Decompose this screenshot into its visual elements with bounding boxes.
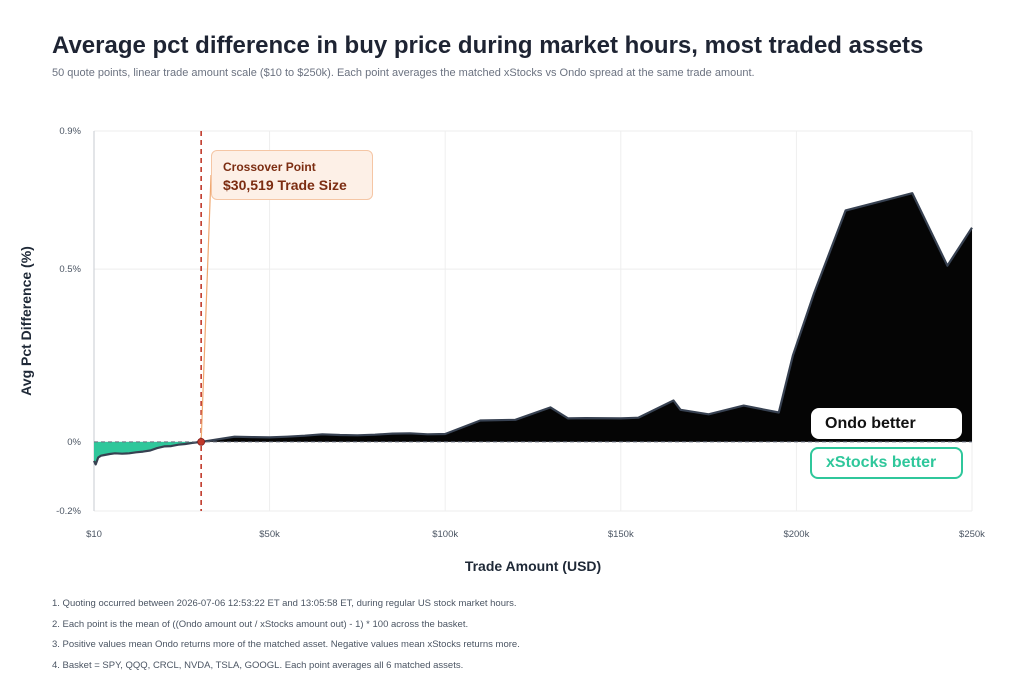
x-tick-label: $50k (259, 529, 280, 540)
footnotes: 1. Quoting occurred between 2026-07-06 1… (52, 597, 520, 679)
footnote-2: 2. Each point is the mean of ((Ondo amou… (52, 618, 469, 630)
crossover-callout-title: Crossover Point (223, 160, 316, 174)
chart-title: Average pct difference in buy price duri… (52, 32, 924, 59)
crossover-callout-value: $30,519 Trade Size (223, 177, 347, 193)
y-tick-label: 0.5% (59, 264, 81, 275)
series-line (93, 192, 973, 466)
y-tick-label: 0% (67, 437, 81, 448)
grid (93, 130, 973, 512)
crossover-callout: Crossover Point $30,519 Trade Size (211, 150, 373, 200)
y-tick-label: -0.2% (56, 506, 81, 517)
xstocks-better-label: xStocks better (810, 447, 963, 479)
footnote-4: 4. Basket = SPY, QQQ, CRCL, NVDA, TSLA, … (52, 659, 464, 671)
crossover-marker (197, 438, 206, 446)
ondo-better-area (94, 193, 972, 442)
y-tick-label: 0.9% (59, 126, 81, 137)
x-tick-label: $200k (783, 529, 809, 540)
chart-svg: -0.2% 0% 0.5% 0.9% $10 $50k $100k $150k $200k $25… (18, 126, 985, 574)
footnote-3: 3. Positive values mean Ondo returns mor… (52, 639, 520, 650)
footnote-1: 1. Quoting occurred between 2026-07-06 1… (52, 598, 517, 609)
x-tick-label: $10 (86, 529, 102, 540)
axes: -0.2% 0% 0.5% 0.9% $10 $50k $100k $150k $200k $25… (18, 126, 985, 574)
callout-connector (200, 174, 212, 442)
overlay (94, 131, 972, 511)
x-tick-label: $150k (608, 529, 634, 540)
chart-subtitle: 50 quote points, linear trade amount sca… (52, 67, 755, 79)
ondo-better-label: Ondo better (811, 408, 962, 439)
x-tick-label: $100k (432, 529, 458, 540)
y-axis-title: Avg Pct Difference (%) (18, 246, 34, 396)
x-tick-label: $250k (959, 529, 985, 540)
x-axis-title: Trade Amount (USD) (465, 558, 601, 574)
